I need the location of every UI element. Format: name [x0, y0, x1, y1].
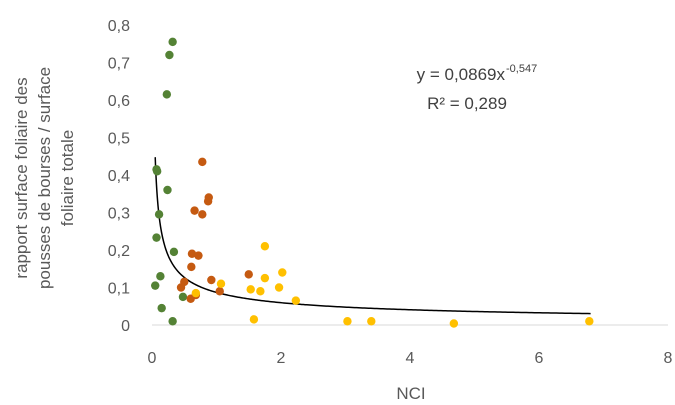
x-tick-label: 6 — [535, 350, 544, 367]
data-point — [367, 317, 376, 326]
y-tick-label: 0,5 — [108, 131, 130, 148]
data-point — [249, 315, 259, 324]
x-tick-label: 0 — [148, 350, 157, 367]
equation-prefix: y = 0,0869x — [417, 65, 506, 84]
data-point — [162, 90, 172, 99]
trendline-annotation: y = 0,0869x -0,547 R² = 0,289 — [417, 63, 538, 113]
data-point — [168, 37, 177, 47]
data-point — [190, 206, 199, 215]
x-axis-title: NCI — [396, 384, 425, 403]
data-point — [187, 262, 196, 272]
x-axis-ticks: 0 2 4 6 8 — [148, 350, 673, 367]
data-point — [156, 272, 165, 281]
data-point — [216, 279, 226, 288]
data-point — [178, 292, 188, 302]
data-point — [152, 233, 161, 242]
data-point — [203, 197, 213, 206]
data-point — [215, 287, 224, 296]
data-point — [343, 317, 352, 326]
trendline-equation: y = 0,0869x — [417, 65, 506, 84]
y-tick-label: 0,2 — [108, 243, 130, 260]
data-point — [449, 319, 459, 328]
x-tick-label: 2 — [277, 350, 286, 367]
data-point — [274, 283, 284, 292]
data-point — [260, 273, 270, 283]
data-point — [244, 270, 253, 279]
data-point — [207, 275, 216, 285]
y-axis-title: rapport surface foliaire des pousses de b… — [12, 67, 77, 289]
y-tick-label: 0,8 — [108, 18, 130, 35]
data-point — [194, 251, 203, 260]
y-axis-title-line: rapport surface foliaire des — [12, 77, 31, 278]
y-tick-label: 0,3 — [108, 206, 130, 223]
data-point — [278, 268, 287, 277]
y-tick-label: 0,1 — [108, 281, 130, 298]
data-point — [157, 303, 166, 313]
data-point — [260, 242, 270, 251]
y-tick-label: 0,4 — [108, 168, 130, 185]
data-point — [198, 210, 207, 219]
data-point — [191, 288, 201, 298]
data-point — [256, 287, 265, 296]
data-point — [246, 285, 255, 294]
data-point — [198, 157, 207, 167]
data-point — [169, 247, 179, 257]
y-tick-label: 0,6 — [108, 93, 130, 110]
data-point — [176, 283, 186, 292]
y-tick-label: 0,7 — [108, 56, 130, 73]
data-point — [154, 210, 164, 219]
data-point — [168, 317, 177, 326]
r-squared-label: R² = 0,289 — [427, 94, 507, 113]
data-point — [585, 317, 594, 326]
data-point — [163, 185, 172, 195]
x-tick-label: 4 — [406, 350, 415, 367]
y-axis-title-line: pousses de bourses / surface — [35, 67, 54, 289]
data-point — [291, 296, 301, 305]
y-axis-ticks: 0 0,1 0,2 0,3 0,4 0,5 0,6 0,7 0,8 — [108, 18, 130, 335]
power-trendline — [154, 157, 591, 315]
data-point — [152, 167, 162, 176]
y-axis-title-line: foliaire totale — [58, 130, 77, 226]
data-point — [187, 249, 197, 258]
y-tick-label: 0 — [121, 318, 130, 335]
data-point — [165, 50, 174, 60]
data-point — [186, 294, 195, 303]
data-point — [151, 281, 160, 290]
equation-exponent: -0,547 — [506, 63, 537, 75]
data-points — [151, 37, 594, 328]
x-tick-label: 8 — [664, 350, 673, 367]
